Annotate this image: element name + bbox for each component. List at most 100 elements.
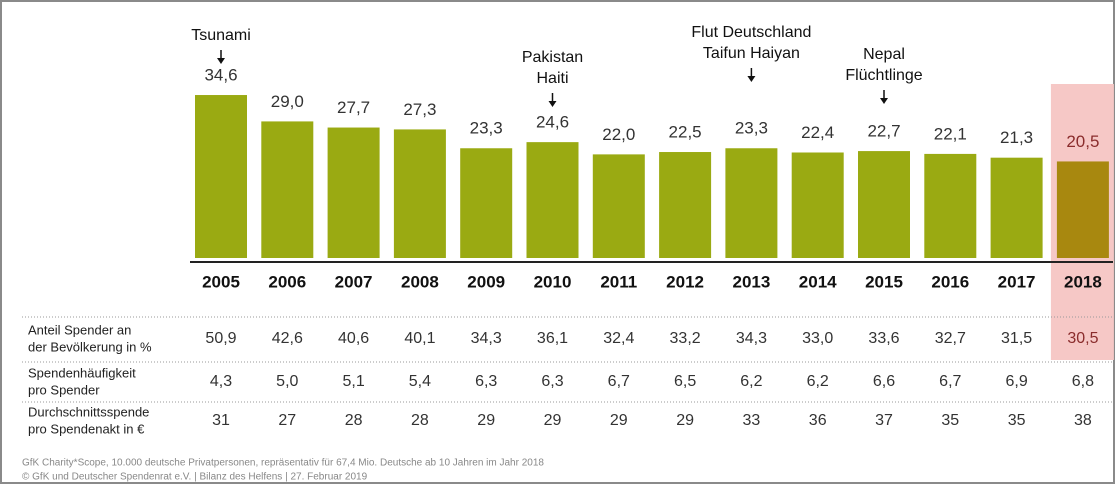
table-cell: 40,1	[404, 330, 435, 347]
table-cell: 6,6	[873, 373, 895, 390]
value-label: 24,6	[536, 113, 569, 132]
value-label: 22,5	[669, 123, 702, 142]
bar	[592, 154, 645, 258]
x-tick-label: 2018	[1064, 272, 1102, 291]
table-cell: 29	[676, 412, 694, 429]
table-cell: 27	[278, 412, 296, 429]
footnote: GfK Charity*Scope, 10.000 deutsche Priva…	[22, 458, 544, 469]
value-label: 22,1	[934, 124, 967, 143]
annotation: Tsunami	[191, 27, 251, 44]
table-cell: 28	[411, 412, 429, 429]
table-cell: 42,6	[272, 330, 303, 347]
row-label: pro Spender	[28, 382, 100, 397]
value-label: 34,6	[204, 66, 237, 85]
x-tick-label: 2010	[534, 272, 572, 291]
row-label: Spendenhäufigkeit	[28, 365, 136, 380]
table-cell: 4,3	[210, 373, 232, 390]
bar	[1056, 161, 1109, 258]
x-tick-label: 2016	[931, 272, 969, 291]
table-cell: 35	[941, 412, 959, 429]
annotation-arrowhead	[548, 101, 557, 107]
x-tick-label: 2011	[600, 272, 637, 291]
bar	[791, 152, 844, 258]
x-tick-label: 2009	[467, 272, 505, 291]
bar	[327, 127, 380, 259]
table-cell: 6,5	[674, 373, 696, 390]
bar	[460, 148, 513, 258]
bar	[393, 129, 446, 258]
table-cell: 32,7	[935, 330, 966, 347]
bar	[659, 152, 712, 258]
annotation-arrowhead	[747, 76, 756, 82]
table-cell: 40,6	[338, 330, 369, 347]
value-label: 27,3	[403, 100, 436, 119]
table-cell: 35	[1008, 412, 1026, 429]
x-tick-label: 2008	[401, 272, 439, 291]
table-cell: 29	[610, 412, 628, 429]
x-tick-label: 2014	[799, 272, 837, 291]
value-label: 22,0	[602, 125, 635, 144]
x-tick-label: 2012	[666, 272, 704, 291]
annotation: Flüchtlinge	[845, 67, 922, 84]
value-label: 27,7	[337, 98, 370, 117]
annotation: Pakistan	[522, 49, 583, 66]
table-cell: 36	[809, 412, 827, 429]
table-cell: 34,3	[471, 330, 502, 347]
table-cell: 37	[875, 412, 893, 429]
table-cell: 28	[345, 412, 363, 429]
table-cell: 33	[743, 412, 761, 429]
footnote: © GfK und Deutscher Spendenrat e.V. | Bi…	[22, 472, 368, 483]
row-label: Anteil Spender an	[28, 322, 131, 337]
table-cell: 5,4	[409, 373, 431, 390]
annotation: Flut Deutschland	[691, 24, 811, 41]
table-cell: 6,7	[939, 373, 961, 390]
x-tick-label: 2006	[268, 272, 306, 291]
bar	[924, 153, 977, 258]
x-tick-label: 2015	[865, 272, 903, 291]
bar	[725, 148, 778, 258]
table-cell: 32,4	[603, 330, 634, 347]
x-tick-label: 2005	[202, 272, 240, 291]
table-cell: 33,0	[802, 330, 833, 347]
annotation: Nepal	[863, 46, 905, 63]
bar	[195, 95, 247, 258]
table-cell: 6,9	[1005, 373, 1027, 390]
table-cell: 6,2	[807, 373, 829, 390]
bar	[858, 151, 910, 258]
row-label: Durchschnittsspende	[28, 404, 149, 419]
table-cell: 29	[477, 412, 495, 429]
x-tick-label: 2007	[335, 272, 373, 291]
bar	[526, 142, 579, 258]
value-label: 29,0	[271, 92, 304, 111]
table-cell: 38	[1074, 412, 1092, 429]
table-cell: 6,8	[1072, 373, 1094, 390]
value-label: 23,3	[735, 119, 768, 138]
table-cell: 33,2	[670, 330, 701, 347]
table-cell: 50,9	[205, 330, 236, 347]
table-cell: 31	[212, 412, 230, 429]
table-cell: 29	[544, 412, 562, 429]
table-cell: 6,2	[740, 373, 762, 390]
bar	[261, 121, 314, 258]
value-label: 20,5	[1066, 132, 1099, 151]
table-cell: 33,6	[868, 330, 899, 347]
table-cell: 5,1	[342, 373, 364, 390]
table-cell: 6,3	[541, 373, 563, 390]
table-cell: 30,5	[1067, 330, 1098, 347]
row-label: pro Spendenakt in €	[28, 421, 145, 436]
bar	[990, 157, 1043, 258]
table-cell: 5,0	[276, 373, 298, 390]
annotation: Haiti	[536, 70, 568, 87]
table-cell: 31,5	[1001, 330, 1032, 347]
value-label: 21,3	[1000, 128, 1033, 147]
x-tick-label: 2013	[732, 272, 770, 291]
annotation: Taifun Haiyan	[703, 45, 800, 62]
table-cell: 6,3	[475, 373, 497, 390]
annotation-arrowhead	[880, 98, 888, 104]
table-cell: 36,1	[537, 330, 568, 347]
value-label: 22,7	[867, 122, 900, 141]
annotation-arrowhead	[217, 58, 225, 64]
table-cell: 34,3	[736, 330, 767, 347]
value-label: 22,4	[801, 123, 834, 142]
